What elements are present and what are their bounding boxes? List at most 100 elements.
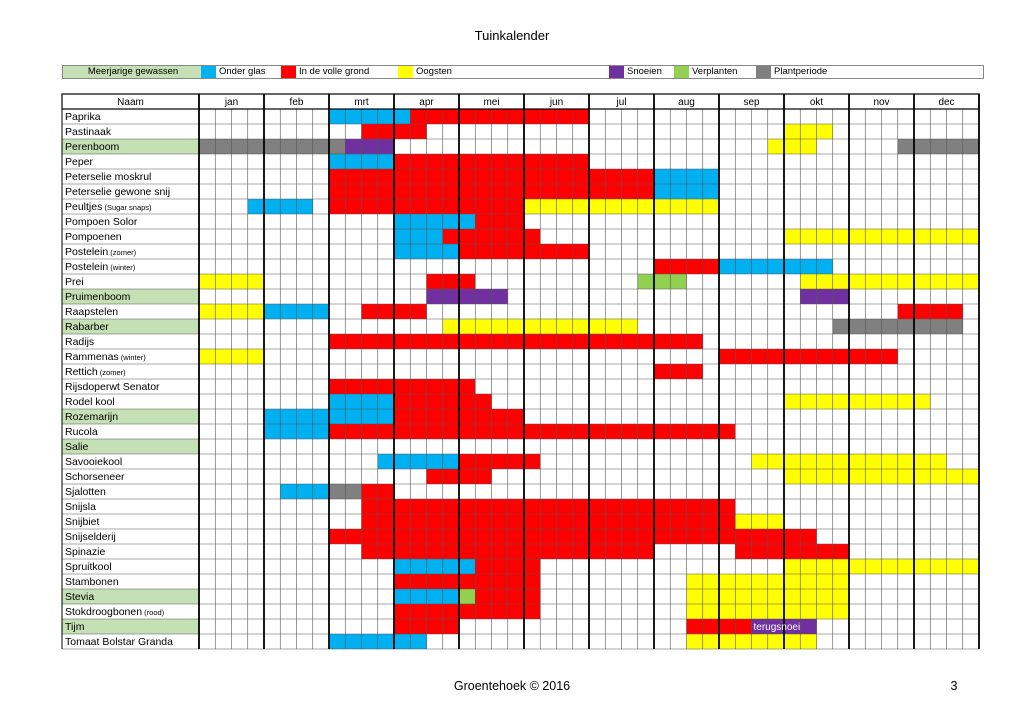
calendar-cell (897, 319, 915, 334)
calendar-cell (507, 424, 525, 439)
calendar-cell (589, 169, 606, 184)
calendar-cell (394, 184, 411, 199)
calendar-cell (491, 604, 509, 619)
calendar-cell (849, 229, 866, 244)
calendar-cell (686, 589, 704, 604)
calendar-cell (572, 199, 590, 214)
header-month: mei (483, 97, 499, 108)
row-name: Spinazie (65, 546, 105, 558)
calendar-cell (426, 469, 444, 484)
calendar-cell (832, 274, 850, 289)
perennial-name-bg (62, 319, 199, 334)
calendar-cell (654, 529, 671, 544)
calendar-cell (914, 559, 931, 574)
calendar-cell (816, 544, 834, 559)
calendar-cell (410, 454, 427, 469)
calendar-cell (881, 559, 899, 574)
calendar-cell (621, 199, 639, 214)
calendar-cell (410, 514, 427, 529)
calendar-cell (296, 484, 314, 499)
calendar-cell (426, 289, 444, 304)
calendar-cell (394, 499, 411, 514)
calendar-cell (637, 499, 655, 514)
calendar-cell (459, 409, 476, 424)
calendar-cell (507, 184, 525, 199)
calendar-cell (475, 574, 492, 589)
calendar-cell (751, 259, 769, 274)
calendar-cell (849, 559, 866, 574)
calendar-cell (410, 169, 427, 184)
calendar-cell (572, 109, 590, 124)
calendar-cell (735, 589, 752, 604)
calendar-cell (556, 154, 574, 169)
calendar-cell (751, 349, 769, 364)
calendar-cell (410, 589, 427, 604)
calendar-cell (491, 559, 509, 574)
calendar-cell (410, 334, 427, 349)
calendar-cell (507, 244, 525, 259)
calendar-cell (459, 199, 476, 214)
calendar-cell (345, 154, 362, 169)
row-name: Pompoen Solor (65, 216, 138, 228)
calendar-cell (491, 199, 509, 214)
calendar-cell (377, 109, 395, 124)
calendar-cell (491, 529, 509, 544)
calendar-cell (426, 109, 444, 124)
calendar-cell (296, 424, 314, 439)
calendar-cell (816, 124, 834, 139)
calendar-cell (377, 334, 395, 349)
calendar-cell (637, 514, 655, 529)
calendar-cell (361, 184, 379, 199)
calendar-cell (215, 349, 232, 364)
calendar-cell (442, 424, 460, 439)
calendar-cell (621, 544, 639, 559)
calendar-cell (394, 574, 411, 589)
calendar-cell (800, 634, 817, 649)
legend-label-onder-glas: Onder glas (219, 66, 266, 77)
calendar-cell (394, 109, 411, 124)
calendar-cell (475, 589, 492, 604)
calendar-cell (849, 349, 866, 364)
calendar-cell (751, 514, 769, 529)
calendar-cell (800, 139, 817, 154)
calendar-cell (767, 634, 785, 649)
calendar-cell (426, 514, 444, 529)
calendar-cell (865, 469, 882, 484)
calendar-cell (670, 199, 687, 214)
calendar-cell (702, 514, 720, 529)
calendar-cell (426, 409, 444, 424)
calendar-cell (459, 379, 476, 394)
calendar-cell (231, 304, 249, 319)
calendar-cell (914, 394, 931, 409)
perennial-name-bg (62, 139, 199, 154)
calendar-cell (377, 139, 395, 154)
calendar-cell (914, 229, 931, 244)
calendar-cell (491, 109, 509, 124)
calendar-cell (426, 334, 444, 349)
calendar-cell (361, 379, 379, 394)
calendar-cell (280, 484, 297, 499)
legend-label-snoeien: Snoeien (627, 66, 662, 77)
calendar-cell (816, 259, 834, 274)
calendar-cell (654, 259, 671, 274)
calendar-cell (410, 499, 427, 514)
calendar-cell (361, 199, 379, 214)
calendar-cell (410, 379, 427, 394)
calendar-cell (930, 454, 947, 469)
calendar-cell (426, 274, 444, 289)
calendar-cell (881, 469, 899, 484)
calendar-cell (426, 454, 444, 469)
calendar-cell (345, 379, 362, 394)
calendar-cell (686, 634, 704, 649)
calendar-cell (507, 589, 525, 604)
calendar-cell (897, 229, 915, 244)
calendar-cell (556, 499, 574, 514)
perennial-name-bg (62, 409, 199, 424)
calendar-cell (199, 139, 216, 154)
calendar-cell (670, 364, 687, 379)
calendar-cell (491, 154, 509, 169)
calendar-cell (442, 169, 460, 184)
calendar-cell (784, 259, 801, 274)
calendar-cell (751, 454, 769, 469)
calendar-cell (800, 469, 817, 484)
